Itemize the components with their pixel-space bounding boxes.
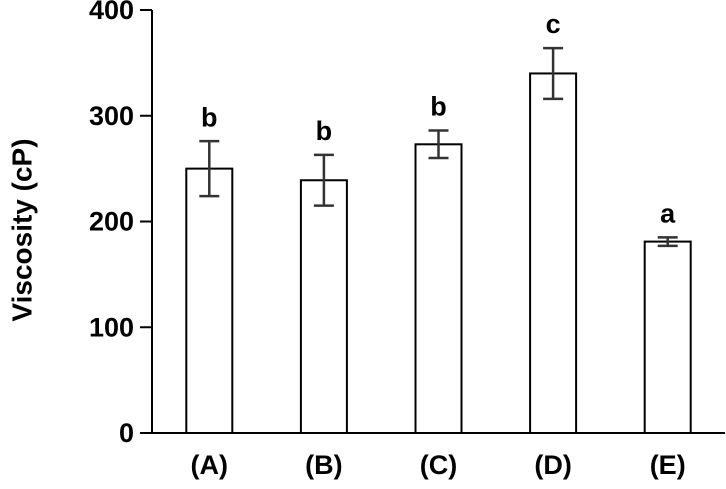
x-tick-label: (D) (534, 450, 571, 480)
y-tick-label: 300 (89, 101, 134, 131)
error-bar (543, 46, 564, 101)
y-tick-label: 200 (89, 207, 134, 237)
bar (185, 167, 234, 434)
y-tick-label: 0 (119, 418, 134, 448)
bar (414, 143, 463, 435)
error-bar (657, 236, 678, 248)
error-bar (199, 139, 220, 198)
x-tick-label: (C) (420, 450, 457, 480)
error-bar (428, 129, 449, 160)
x-tick-label: (E) (650, 450, 686, 480)
y-tick-label: 400 (89, 0, 134, 25)
y-tick-label: 100 (89, 312, 134, 342)
x-tick-label: (A) (191, 450, 228, 480)
significance-label: c (546, 9, 561, 39)
significance-label: a (660, 198, 676, 228)
significance-label: b (316, 116, 333, 146)
error-bar (313, 153, 334, 207)
y-axis-label: Viscosity (cP) (6, 138, 37, 321)
x-tick-label: (B) (305, 450, 342, 480)
bar (529, 72, 578, 434)
bar (299, 179, 348, 434)
significance-label: b (430, 92, 447, 122)
significance-label: b (201, 102, 218, 132)
bar (643, 240, 692, 434)
